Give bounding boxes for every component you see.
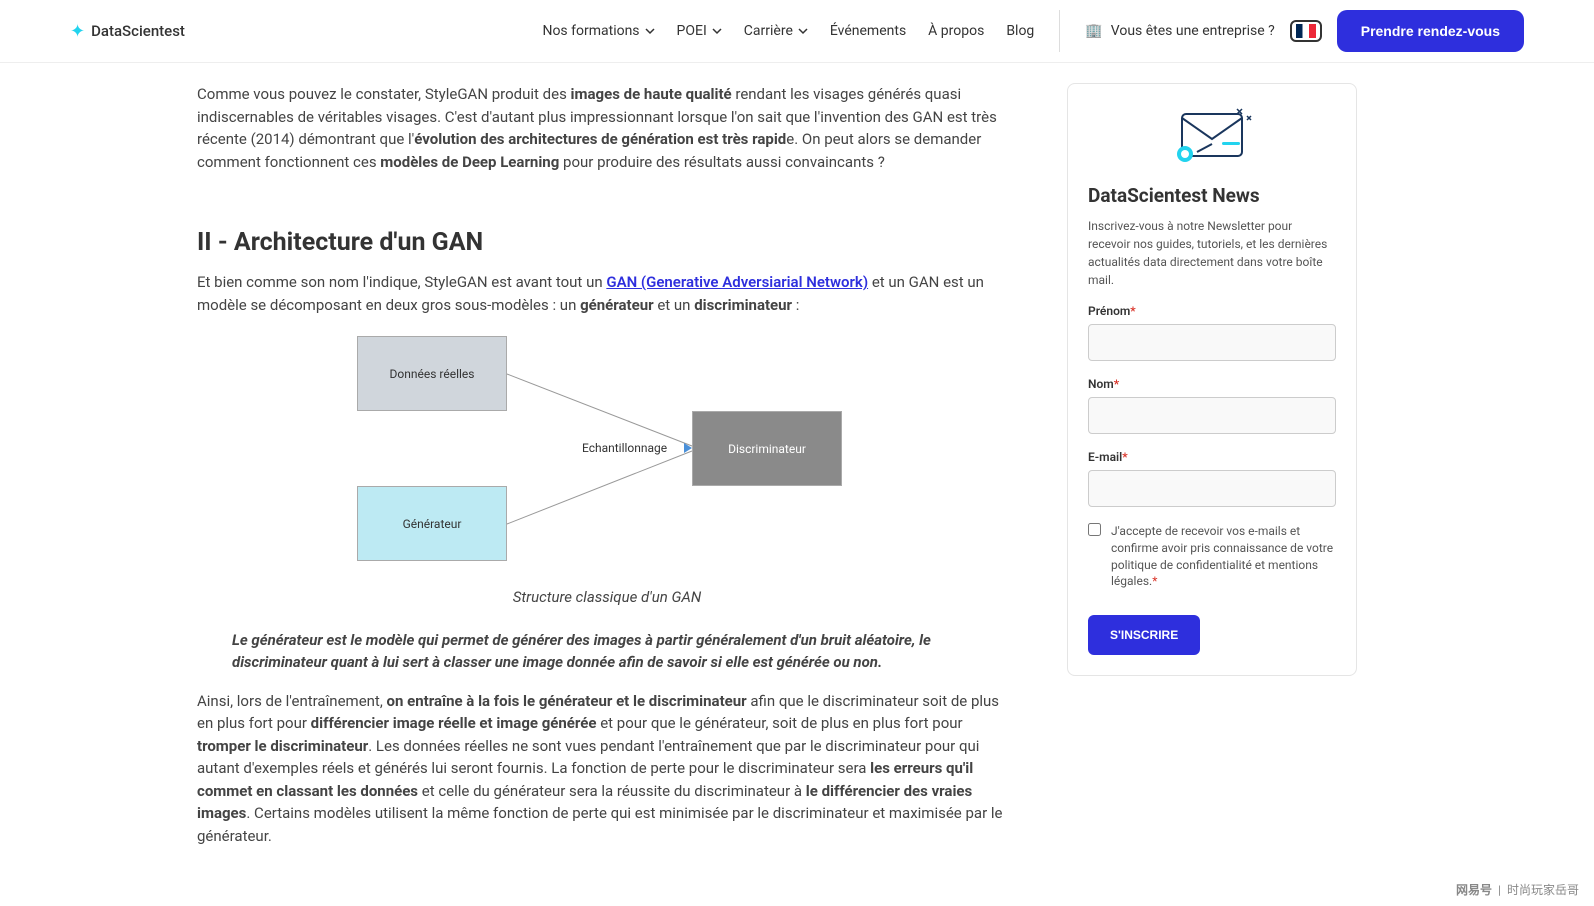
article-content: Comme vous pouvez le constater, StyleGAN… <box>197 83 1017 863</box>
nav-carriere[interactable]: Carrière <box>744 23 808 39</box>
section-heading: II - Architecture d'un GAN <box>197 228 1017 257</box>
email-label: E-mail* <box>1088 450 1336 464</box>
newsletter-title: DataScientest News <box>1088 184 1336 207</box>
blockquote: Le générateur est le modèle qui permet d… <box>197 629 1017 674</box>
nom-label: Nom* <box>1088 377 1336 391</box>
logo-text: DataScientest <box>91 22 185 40</box>
consent-checkbox[interactable] <box>1088 523 1101 536</box>
entreprise-link[interactable]: 🏢 Vous êtes une entreprise ? <box>1085 23 1274 39</box>
flag-fr-icon <box>1296 24 1316 38</box>
nav-blog[interactable]: Blog <box>1006 23 1034 39</box>
prenom-input[interactable] <box>1088 324 1336 361</box>
logo-icon: ✦ <box>70 21 85 42</box>
paragraph-1: Comme vous pouvez le constater, StyleGAN… <box>197 83 1017 173</box>
diagram-caption: Structure classique d'un GAN <box>197 586 1017 609</box>
chevron-down-icon <box>712 26 722 36</box>
email-input[interactable] <box>1088 470 1336 507</box>
gan-diagram: Données réelles Générateur Discriminateu… <box>357 336 857 566</box>
consent-label: J'accepte de recevoir vos e-mails et con… <box>1111 523 1336 590</box>
nav-poei[interactable]: POEI <box>677 23 722 39</box>
gan-link[interactable]: GAN (Generative Adversiarial Network) <box>606 273 868 291</box>
building-icon: 🏢 <box>1085 23 1102 39</box>
header-right: 🏢 Vous êtes une entreprise ? Prendre ren… <box>1059 10 1524 52</box>
envelope-icon <box>1088 104 1336 169</box>
newsletter-sidebar: DataScientest News Inscrivez-vous à notr… <box>1067 83 1357 863</box>
chevron-down-icon <box>798 26 808 36</box>
diagram-node-real: Données réelles <box>357 336 507 411</box>
site-header: ✦ DataScientest Nos formations POEI Carr… <box>0 0 1594 63</box>
cta-button[interactable]: Prendre rendez-vous <box>1337 10 1524 52</box>
nom-input[interactable] <box>1088 397 1336 434</box>
chevron-down-icon <box>645 26 655 36</box>
nav-apropos[interactable]: À propos <box>928 23 984 39</box>
logo[interactable]: ✦ DataScientest <box>70 21 185 42</box>
diagram-edge-label: Echantillonnage <box>582 441 667 455</box>
newsletter-desc: Inscrivez-vous à notre Newsletter pour r… <box>1088 217 1336 289</box>
source-tag: 网易号|时尚玩家岳哥 <box>1456 881 1579 898</box>
paragraph-3: Ainsi, lors de l'entraînement, on entraî… <box>197 690 1017 848</box>
nav-evenements[interactable]: Événements <box>830 23 906 39</box>
newsletter-card: DataScientest News Inscrivez-vous à notr… <box>1067 83 1357 676</box>
diagram-node-generator: Générateur <box>357 486 507 561</box>
subscribe-button[interactable]: S'INSCRIRE <box>1088 615 1200 655</box>
prenom-label: Prénom* <box>1088 304 1336 318</box>
language-selector[interactable] <box>1290 20 1322 42</box>
main-nav: Nos formations POEI Carrière Événements … <box>542 23 1034 39</box>
paragraph-2: Et bien comme son nom l'indique, StyleGA… <box>197 271 1017 316</box>
diagram-node-discriminator: Discriminateur <box>692 411 842 486</box>
nav-formations[interactable]: Nos formations <box>542 23 654 39</box>
